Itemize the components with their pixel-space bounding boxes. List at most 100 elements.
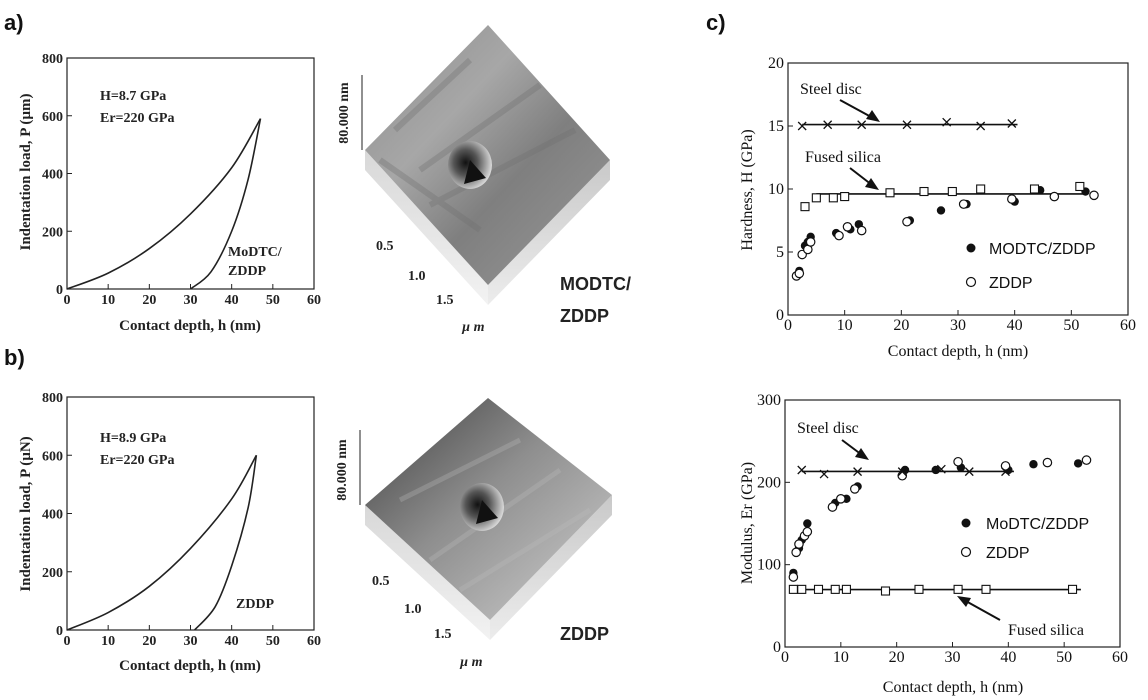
modulus-plot-y-ticks: 0 100 200 300 [757, 392, 790, 656]
afm-b-tick-1.0: 1.0 [404, 602, 422, 617]
data-point-zddp [842, 222, 853, 232]
afm-b-right-face [490, 495, 612, 640]
hardness-y-tick-label: 20 [768, 55, 784, 72]
data-point-modtc-zddp [1073, 459, 1083, 468]
data-point-fused-silica [1075, 181, 1085, 192]
data-point-fused-silica [830, 584, 840, 594]
afm-b-tick-1.5: 1.5 [434, 627, 452, 642]
modulus-x-tick-label: 30 [945, 649, 961, 666]
data-point-fused-silica [981, 584, 991, 594]
data-point-steel-disc [897, 467, 907, 477]
panel-label-c: c) [706, 10, 726, 35]
data-point-zddp [834, 230, 844, 241]
modulus-y-label: Modulus, Er (GPa) [739, 462, 756, 584]
load-plot-x-tick-label: 30 [184, 293, 198, 308]
afm-a-unit: µ m [461, 320, 485, 335]
load-plot-x-tick-label: 10 [101, 634, 115, 649]
modulus-fused-silica-arrow [963, 599, 1001, 621]
data-point-steel-disc [902, 120, 912, 130]
load-plot-x-tick-label: 20 [142, 634, 156, 649]
load-plot-y-tick-label: 800 [42, 391, 63, 406]
data-point-steel-disc [823, 120, 833, 130]
afm-a-indent-tip [464, 160, 486, 184]
afm-a-left-face [365, 150, 488, 305]
hardness-steel-disc-arrow [839, 99, 874, 119]
load-plot-x-tick-label: 0 [64, 293, 71, 308]
load-plot-a-hardness-annotation: H=8.7 GPa [100, 89, 166, 104]
modulus-x-tick-label: 0 [781, 649, 789, 666]
modulus-legend-filled-marker [961, 518, 971, 528]
load-plot-x-tick-label: 60 [307, 293, 321, 308]
data-point-steel-disc [819, 469, 829, 479]
afm-b-left-face [365, 505, 490, 640]
data-point-fused-silica [788, 584, 798, 594]
hardness-fused-silica-label: Fused silica [805, 149, 881, 166]
data-point-zddp [1049, 191, 1060, 202]
data-point-steel-disc [797, 121, 807, 131]
data-point-steel-disc [942, 117, 952, 127]
data-point-zddp [953, 456, 963, 467]
data-point-fused-silica [797, 584, 807, 594]
data-point-modtc-zddp [1029, 460, 1038, 469]
load-plot-b: 0 10 20 30 40 50 60 0 200 400 600 800 H=8.9 GPa Er… [18, 391, 321, 674]
load-plot-y-tick-label: 200 [42, 225, 63, 240]
data-point-fused-silica [828, 193, 838, 203]
load-plot-x-tick-label: 30 [184, 634, 198, 649]
afm-a-tick-1.5: 1.5 [436, 293, 454, 308]
data-point-fused-silica [914, 584, 924, 594]
load-plot-x-tick-label: 40 [225, 634, 239, 649]
load-plot-y-tick-label: 200 [42, 566, 63, 581]
data-point-fused-silica [840, 192, 850, 202]
panel-label-a: a) [4, 10, 24, 35]
data-point-modtc-zddp [803, 519, 812, 528]
data-point-fused-silica [919, 186, 929, 197]
afm-b-title: ZDDP [560, 624, 609, 644]
afm-a-title-1: MODTC/ [560, 274, 631, 294]
data-point-fused-silica [841, 584, 851, 594]
load-plot-y-tick-label: 600 [42, 449, 63, 464]
modulus-y-tick-label: 100 [757, 557, 781, 574]
modulus-y-tick-label: 300 [757, 392, 781, 409]
load-plot-x-tick-label: 50 [266, 293, 280, 308]
modulus-y-tick-label: 200 [757, 474, 781, 491]
modulus-fused-silica-label: Fused silica [1008, 622, 1084, 639]
afm-a-z-label: 80.000 nm [337, 82, 352, 144]
hardness-fused-silica-arrowhead [865, 178, 879, 190]
hardness-x-tick-label: 40 [1007, 317, 1023, 334]
afm-b-indent-tip [476, 500, 498, 524]
load-plot-b-material-label: ZDDP [236, 597, 275, 612]
hardness-plot: 0 10 20 30 40 50 60 0 5 10 15 20 Steel disc Fused … [739, 55, 1136, 360]
hardness-x-tick-label: 60 [1120, 317, 1136, 334]
modulus-x-tick-label: 10 [833, 649, 849, 666]
load-plot-a-y-ticks: 0 200 400 600 800 [42, 52, 72, 298]
load-plot-x-tick-label: 50 [266, 634, 280, 649]
data-point-zddp [897, 470, 908, 481]
data-point-fused-silica [1029, 184, 1040, 194]
load-plot-y-tick-label: 400 [42, 168, 63, 183]
afm-a-tick-0.5: 0.5 [376, 239, 394, 254]
hardness-plot-y-ticks: 0 5 10 15 20 [768, 55, 793, 324]
load-plot-a-material-label-1: MoDTC/ [228, 245, 283, 260]
data-point-steel-disc [857, 120, 867, 130]
data-point-fused-silica [947, 186, 957, 197]
load-plot-a-y-label: Indentation load, P (µm) [18, 94, 34, 251]
load-plot-a-material-label-2: ZDDP [228, 264, 267, 279]
hardness-x-tick-label: 10 [837, 317, 853, 334]
data-point-modtc-zddp [936, 206, 946, 215]
hardness-y-tick-label: 0 [776, 307, 784, 324]
load-plot-b-loading-curve [66, 454, 258, 631]
afm-a-tick-1.0: 1.0 [408, 269, 426, 284]
hardness-x-tick-label: 0 [784, 317, 792, 334]
data-point-steel-disc [853, 467, 863, 477]
data-point-zddp [1042, 457, 1053, 468]
modulus-steel-disc-label: Steel disc [797, 420, 859, 437]
hardness-y-tick-label: 5 [776, 244, 784, 261]
data-point-steel-disc [936, 464, 946, 474]
load-plot-b-unloading-curve [194, 455, 258, 631]
hardness-legend-open-marker [965, 276, 977, 288]
data-point-zddp [1000, 461, 1011, 471]
modulus-x-tick-label: 60 [1112, 649, 1128, 666]
modulus-y-tick-label: 0 [773, 639, 781, 656]
afm-image-a: 80.000 nm 0.5 1.0 1.5 µ m MODTC/ ZDDP [337, 25, 631, 335]
